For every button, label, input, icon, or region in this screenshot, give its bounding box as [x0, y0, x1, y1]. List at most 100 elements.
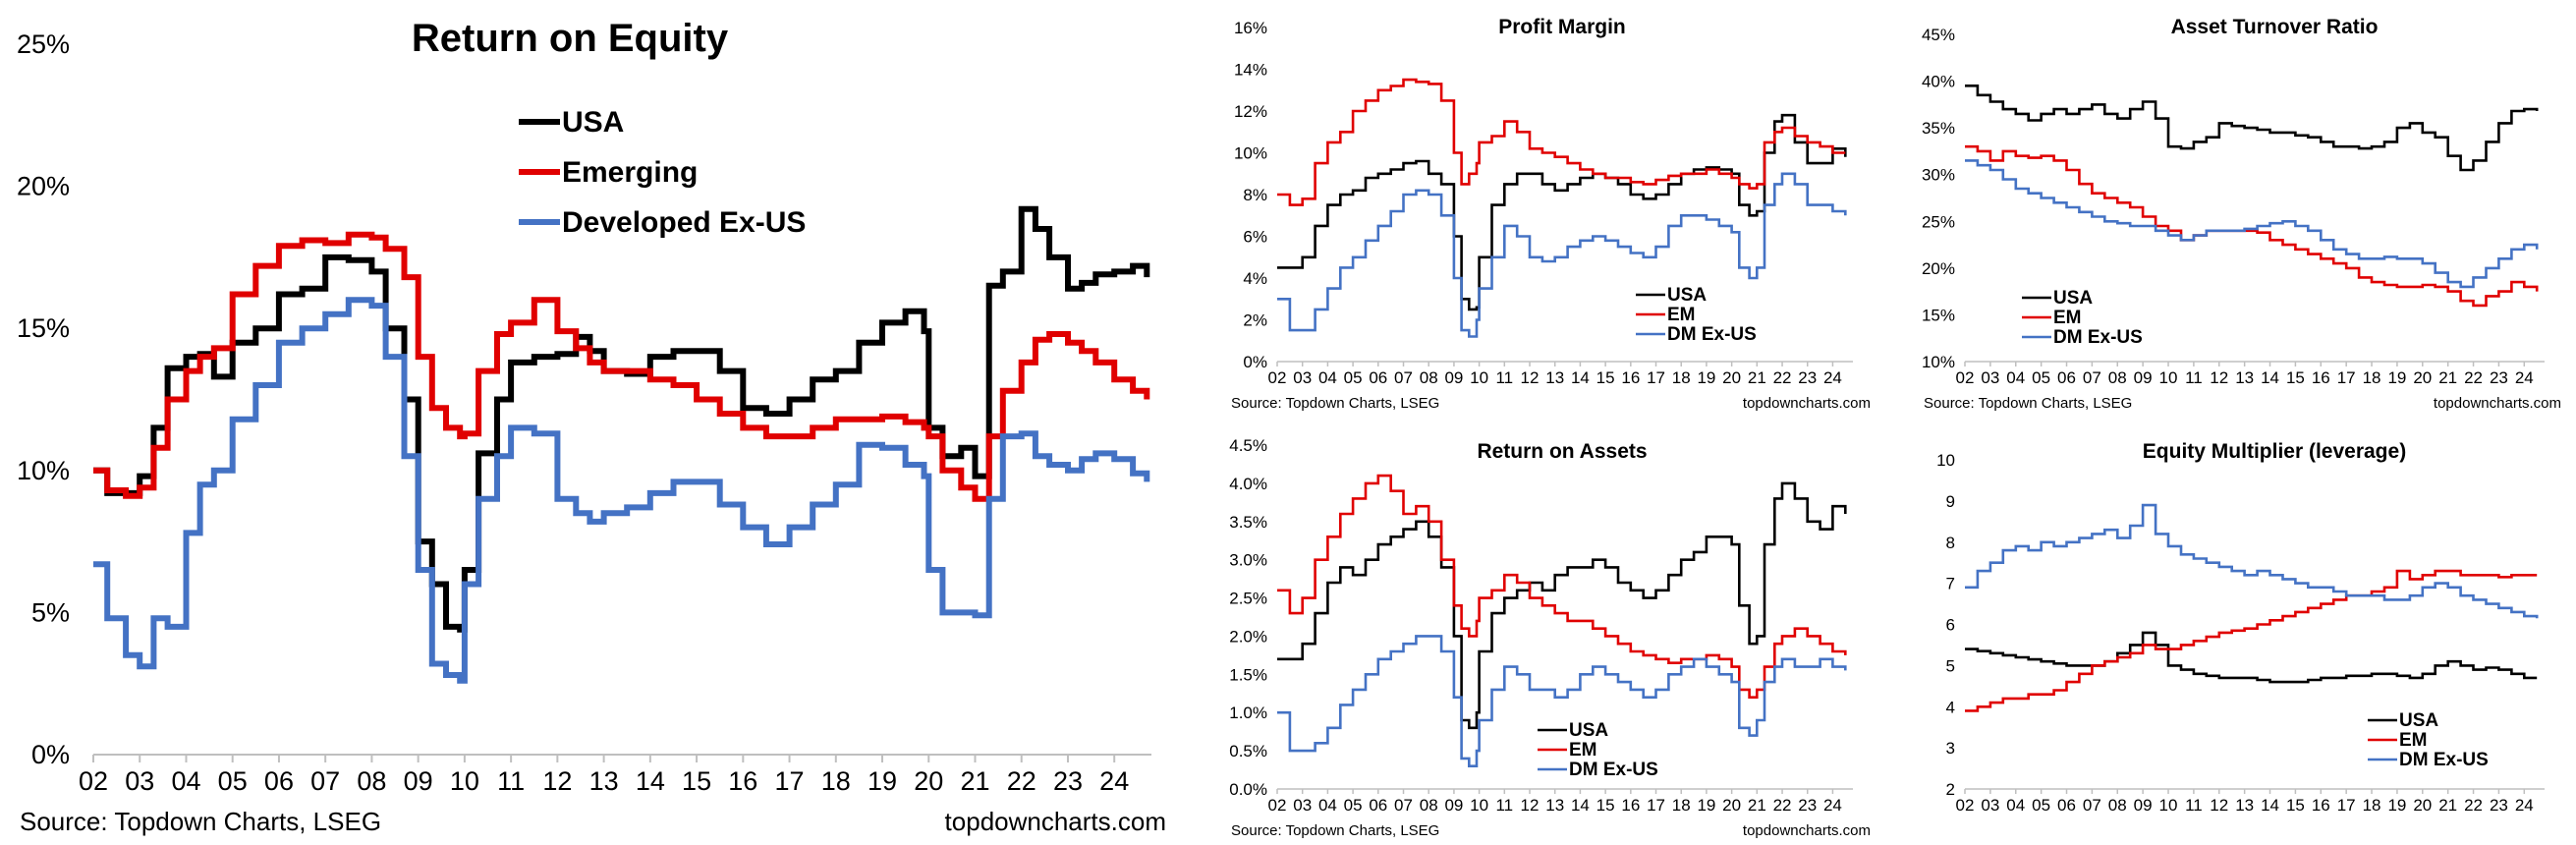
y-tick-label: 10%	[1922, 353, 1955, 371]
x-tick-label: 08	[1420, 368, 1438, 387]
legend-label: USA	[562, 106, 624, 139]
y-tick-label: 6%	[1243, 228, 1267, 247]
legend-label: DM Ex-US	[1667, 324, 1757, 345]
x-tick-label: 13	[1545, 796, 1564, 815]
x-tick-label: 10	[1470, 368, 1488, 387]
chart-title: Return on Assets	[1477, 440, 1647, 463]
y-tick-label: 14%	[1234, 61, 1267, 80]
x-tick-label: 21	[1748, 368, 1766, 387]
legend-label: Developed Ex-US	[562, 206, 806, 239]
chart-return-on-equity: Return on Equity 0% 5% 10% 15% 20% 25% 02 03 04 05…	[17, 17, 1151, 796]
y-tick-label: 0%	[31, 740, 70, 769]
x-tick-label: 19	[1697, 796, 1715, 815]
x-tick-label: 07	[1394, 796, 1413, 815]
y-tick-label: 20%	[1922, 259, 1955, 278]
brand-label-roa: topdowncharts.com	[1743, 822, 1871, 839]
x-tick-label: 17	[775, 766, 805, 796]
x-tick-label: 24	[1099, 766, 1129, 796]
y-tick-label: 12%	[1234, 102, 1267, 121]
x-tick-label: 08	[1420, 796, 1438, 815]
y-tick-label: 1.5%	[1229, 665, 1267, 684]
y-tick-label: 10%	[1234, 144, 1267, 163]
y-tick-label: 1.0%	[1229, 704, 1267, 722]
x-tick-label: 15	[2286, 796, 2305, 815]
y-tick-label: 3.5%	[1229, 513, 1267, 532]
x-tick-label: 18	[2363, 368, 2381, 387]
x-tick-label: 22	[1007, 766, 1036, 796]
x-tick-label: 18	[821, 766, 851, 796]
x-tick-label: 14	[1571, 796, 1590, 815]
x-tick-label: 18	[2363, 796, 2381, 815]
chart-profit-margin: Profit Margin 0% 2% 4% 6% 8% 10% 12% 14% 16% 02 03 0…	[1234, 16, 1853, 387]
y-tick-label: 20%	[17, 172, 70, 201]
x-tick-label: 09	[2134, 796, 2153, 815]
x-tick-label: 21	[2438, 796, 2457, 815]
legend-label: USA	[1667, 285, 1707, 306]
x-tick-label: 04	[2006, 368, 2025, 387]
x-tick-label: 21	[960, 766, 989, 796]
x-tick-label: 07	[1394, 368, 1413, 387]
chart-return-on-assets: Return on Assets 0.0% 0.5% 1.0% 1.5% 2.0% 2.5%…	[1229, 436, 1853, 815]
y-tick-label: 2	[1946, 780, 1955, 799]
x-tick-label: 22	[2464, 368, 2483, 387]
x-tick-label: 06	[1369, 796, 1387, 815]
x-tick-label: 17	[1647, 796, 1665, 815]
x-tick-label: 02	[1956, 368, 1975, 387]
y-tick-label: 40%	[1922, 73, 1955, 91]
x-tick-label: 21	[2438, 368, 2457, 387]
x-tick-label: 22	[1773, 368, 1792, 387]
x-tick-label: 09	[2134, 368, 2153, 387]
x-tick-label: 06	[1369, 368, 1387, 387]
legend-label: USA	[2399, 710, 2438, 731]
x-tick-label: 16	[728, 766, 757, 796]
y-tick-label: 5%	[31, 597, 70, 627]
y-tick-label: 4.5%	[1229, 436, 1267, 455]
x-tick-label: 15	[1596, 368, 1615, 387]
x-tick-label: 03	[1293, 796, 1312, 815]
chart-title: Equity Multiplier (leverage)	[2143, 440, 2406, 463]
x-tick-label: 17	[2337, 368, 2356, 387]
x-tick-label: 09	[1444, 368, 1463, 387]
x-tick-label: 08	[2108, 368, 2127, 387]
x-tick-label: 08	[357, 766, 386, 796]
legend-label: DM Ex-US	[2399, 750, 2489, 770]
x-tick-label: 14	[2261, 796, 2279, 815]
x-tick-label: 12	[2210, 796, 2228, 815]
legend-label: DM Ex-US	[1569, 760, 1658, 780]
x-tick-label: 15	[1596, 796, 1615, 815]
x-tick-label: 06	[2057, 368, 2076, 387]
chart-title: Profit Margin	[1498, 16, 1626, 38]
brand-label-roe: topdowncharts.com	[945, 807, 1166, 836]
x-tick-label: 19	[2387, 796, 2406, 815]
x-tick-label: 14	[1571, 368, 1590, 387]
x-tick-label: 02	[79, 766, 108, 796]
x-tick-label: 06	[264, 766, 294, 796]
y-tick-label: 8	[1946, 534, 1955, 552]
x-tick-label: 05	[1344, 368, 1363, 387]
y-tick-label: 10%	[17, 456, 70, 485]
series-line-em	[1965, 569, 2538, 712]
x-tick-label: 11	[2185, 368, 2203, 387]
brand-label-pm: topdowncharts.com	[1743, 395, 1871, 412]
x-tick-label: 11	[1495, 368, 1513, 387]
x-tick-label: 16	[1621, 368, 1640, 387]
y-tick-label: 16%	[1234, 19, 1267, 37]
series-line-dm-ex-us	[1965, 159, 2539, 289]
y-tick-label: 0%	[1243, 353, 1267, 371]
x-tick-label: 18	[1672, 796, 1691, 815]
legend-label: DM Ex-US	[2053, 327, 2143, 348]
x-tick-label: 12	[2210, 368, 2228, 387]
y-tick-label: 35%	[1922, 119, 1955, 138]
x-tick-label: 03	[1293, 368, 1312, 387]
x-tick-label: 15	[682, 766, 711, 796]
x-tick-label: 12	[1521, 368, 1540, 387]
x-tick-label: 02	[1268, 368, 1287, 387]
y-tick-label: 3	[1946, 739, 1955, 758]
x-tick-label: 06	[2057, 796, 2076, 815]
x-tick-label: 17	[1647, 368, 1665, 387]
series-line-usa	[1277, 113, 1847, 311]
legend-label: EM	[1569, 740, 1597, 760]
x-tick-label: 13	[589, 766, 619, 796]
x-tick-label: 12	[1521, 796, 1540, 815]
